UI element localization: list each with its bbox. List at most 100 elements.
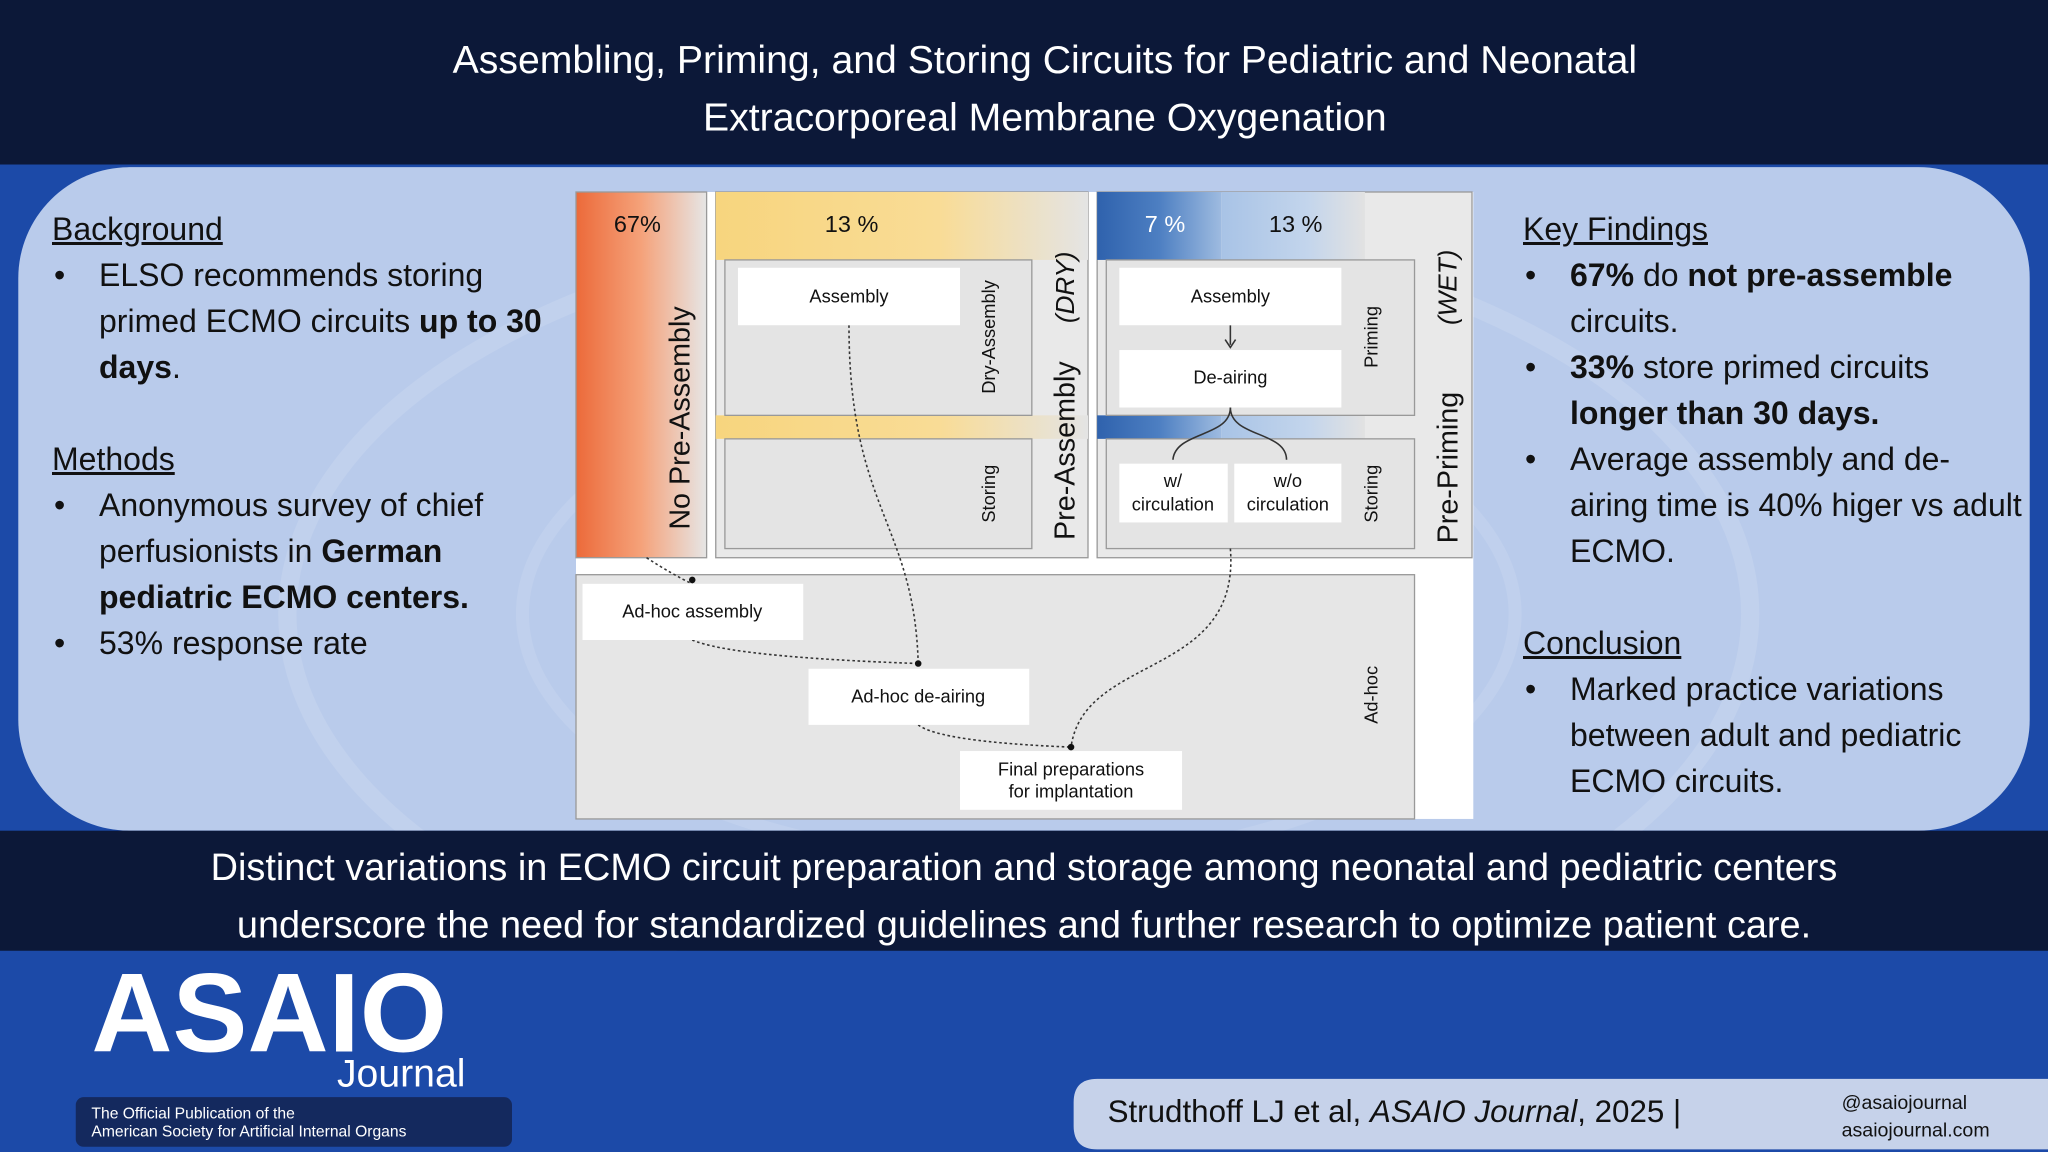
node-label: circulation xyxy=(1132,493,1214,514)
diagram: 67% No Pre-Assembly 13 % Dry-Assembly St… xyxy=(575,191,1474,820)
percent: 13 % xyxy=(825,211,879,237)
dot xyxy=(1067,743,1075,751)
section-heading: Background xyxy=(52,211,223,247)
node xyxy=(1234,463,1342,523)
connector xyxy=(1070,548,1232,748)
percent: 67% xyxy=(614,211,661,237)
bullet: Anonymous survey of chief perfusionists … xyxy=(52,482,557,620)
node-label: w/ xyxy=(1163,470,1183,491)
group-label: Ad-hoc xyxy=(1361,666,1382,724)
bullet-text: German pediatric ECMO centers. xyxy=(99,533,469,615)
section-heading: Methods xyxy=(52,441,175,477)
website: asaiojournal.com xyxy=(1842,1119,1990,1141)
bullet-list: 67% do not pre-assemble circuits.33% sto… xyxy=(1523,252,2028,574)
statement-bar xyxy=(0,830,2048,951)
node-label: Final preparations xyxy=(998,758,1144,779)
arrows xyxy=(1172,325,1288,460)
group-label: No Pre-Assembly xyxy=(664,306,696,530)
dot xyxy=(688,576,696,584)
title: Extracorporeal Membrane Oxygenation xyxy=(703,97,1387,140)
citation: Strudthoff LJ et al, ASAIO Journal, 2025… xyxy=(1108,1094,1682,1129)
bullet-list: ELSO recommends storing primed ECMO circ… xyxy=(52,252,557,390)
bullet: Average assembly and de-airing time is 4… xyxy=(1523,436,2028,574)
node-label: w/o xyxy=(1273,470,1302,491)
node-label: Assembly xyxy=(1191,286,1271,307)
connectors xyxy=(646,325,1232,748)
dot xyxy=(914,660,922,667)
node xyxy=(1119,463,1228,523)
node xyxy=(737,267,960,326)
bullet-text: circuits. xyxy=(1570,303,1679,339)
bullet-text: 53% response rate xyxy=(99,625,368,661)
node xyxy=(1119,267,1342,326)
handle: @asaiojournal xyxy=(1842,1092,1967,1114)
tagline: American Society for Artificial Internal… xyxy=(91,1124,406,1141)
header-bar xyxy=(0,0,2048,165)
bullet: 53% response rate xyxy=(52,620,557,666)
group-label: Pre-Priming xyxy=(1432,392,1464,544)
dots xyxy=(688,576,1075,751)
group-tag: (DRY) xyxy=(1050,252,1080,324)
arrow xyxy=(1172,407,1232,460)
logo: ASAIO xyxy=(91,949,447,1075)
band xyxy=(1097,415,1222,439)
right-column: Key Findings 67% do not pre-assemble circ… xyxy=(1523,206,2028,804)
stage-label: Priming xyxy=(1361,306,1382,368)
node-label: circulation xyxy=(1247,493,1329,514)
stage xyxy=(724,438,1033,550)
tagline-box xyxy=(75,1097,513,1147)
section-heading: Conclusion xyxy=(1523,625,1682,661)
bullet-text: store primed circuits xyxy=(1634,349,1930,385)
node xyxy=(960,751,1183,810)
tagline: The Official Publication of the xyxy=(91,1105,295,1122)
logo-sub: Journal xyxy=(337,1053,465,1096)
stage-label: Storing xyxy=(978,465,999,523)
statement: underscore the need for standardized gui… xyxy=(237,904,1811,946)
bullet-text: do xyxy=(1634,257,1688,293)
band xyxy=(1221,192,1365,260)
statement: Distinct variations in ECMO circuit prep… xyxy=(211,847,1838,889)
group-tag: (WET) xyxy=(1433,250,1463,325)
bullet-text: Average assembly and de-airing time is 4… xyxy=(1570,441,2022,569)
node xyxy=(1119,350,1342,408)
citation-part: Strudthoff LJ et al, xyxy=(1108,1094,1370,1129)
node-label: for implantation xyxy=(1009,781,1134,802)
band xyxy=(1097,192,1222,260)
section: Methods Anonymous survey of chief perfusi… xyxy=(52,436,557,666)
bullet: 67% do not pre-assemble circuits. xyxy=(1523,252,2028,344)
node-label: De-airing xyxy=(1193,367,1267,388)
bullet: Marked practice variations between adult… xyxy=(1523,666,2028,804)
node xyxy=(808,668,1030,725)
bullet: ELSO recommends storing primed ECMO circ… xyxy=(52,252,557,390)
stage-label: Storing xyxy=(1361,465,1382,523)
connector xyxy=(917,724,1072,748)
bullet-text: Marked practice variations between adult… xyxy=(1570,671,1962,799)
stage-label: Dry-Assembly xyxy=(978,279,999,394)
bullet-text: 67% xyxy=(1570,257,1635,293)
bullet: 33% store primed circuits longer than 30… xyxy=(1523,344,2028,436)
connector xyxy=(691,639,919,665)
percent: 13 % xyxy=(1269,211,1323,237)
band xyxy=(715,192,1088,260)
citation-box xyxy=(1073,1078,2048,1150)
title: Assembling, Priming, and Storing Circuit… xyxy=(453,39,1637,82)
group-no-pre xyxy=(575,191,708,559)
node xyxy=(582,583,804,640)
bullet-text: ELSO recommends storing primed ECMO circ… xyxy=(99,257,484,339)
section: Conclusion Marked practice variations bet… xyxy=(1523,620,2028,804)
bullet-text: 33% xyxy=(1570,349,1635,385)
section: Background ELSO recommends storing primed… xyxy=(52,206,557,390)
node-label: Ad-hoc de-airing xyxy=(851,685,985,706)
band xyxy=(715,415,1088,439)
citation-part: ASAIO Journal xyxy=(1368,1094,1578,1129)
percent: 7 % xyxy=(1145,211,1186,237)
connector xyxy=(848,325,919,664)
connector xyxy=(646,557,693,585)
bullet-text: not pre-assemble xyxy=(1687,257,1953,293)
bullet-text: . xyxy=(171,349,181,385)
node-label: Ad-hoc assembly xyxy=(622,600,763,621)
section: Key Findings 67% do not pre-assemble circ… xyxy=(1523,206,2028,574)
bullet-text: Anonymous survey of chief perfusionists … xyxy=(99,487,484,569)
left-column: Background ELSO recommends storing primed… xyxy=(52,206,557,666)
